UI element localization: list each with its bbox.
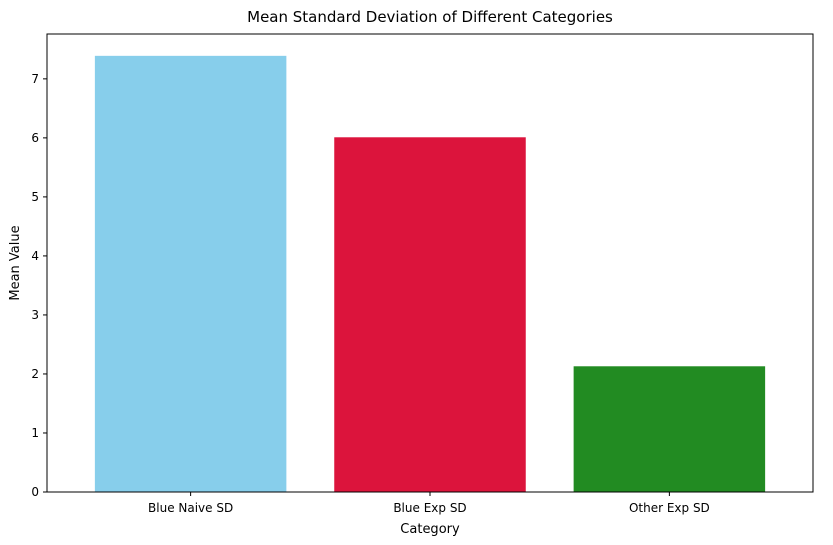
bar-other-exp-sd xyxy=(573,366,766,492)
x-tick-label: Other Exp SD xyxy=(629,501,710,515)
y-tick-label: 1 xyxy=(31,426,39,440)
chart-title: Mean Standard Deviation of Different Cat… xyxy=(247,8,613,26)
y-axis-label: Mean Value xyxy=(8,225,23,300)
axes-frame xyxy=(46,33,814,493)
y-tick-label: 5 xyxy=(31,190,39,204)
y-tick-label: 0 xyxy=(31,485,39,499)
y-tick-label: 4 xyxy=(31,249,39,263)
x-axis-label: Category xyxy=(400,522,460,537)
x-tick-label: Blue Exp SD xyxy=(393,501,466,515)
bar-blue-naive-sd xyxy=(94,55,287,493)
plot-area: Blue Naive SD Blue Exp SD Other Exp SD 0 1 2 3… xyxy=(31,55,766,515)
x-tick-label: Blue Naive SD xyxy=(148,501,233,515)
y-tick-label: 7 xyxy=(31,72,39,86)
y-tick-label: 2 xyxy=(31,367,39,381)
bar-blue-exp-sd xyxy=(334,137,526,493)
y-tick-label: 6 xyxy=(31,131,39,145)
y-tick-label: 3 xyxy=(31,308,39,322)
